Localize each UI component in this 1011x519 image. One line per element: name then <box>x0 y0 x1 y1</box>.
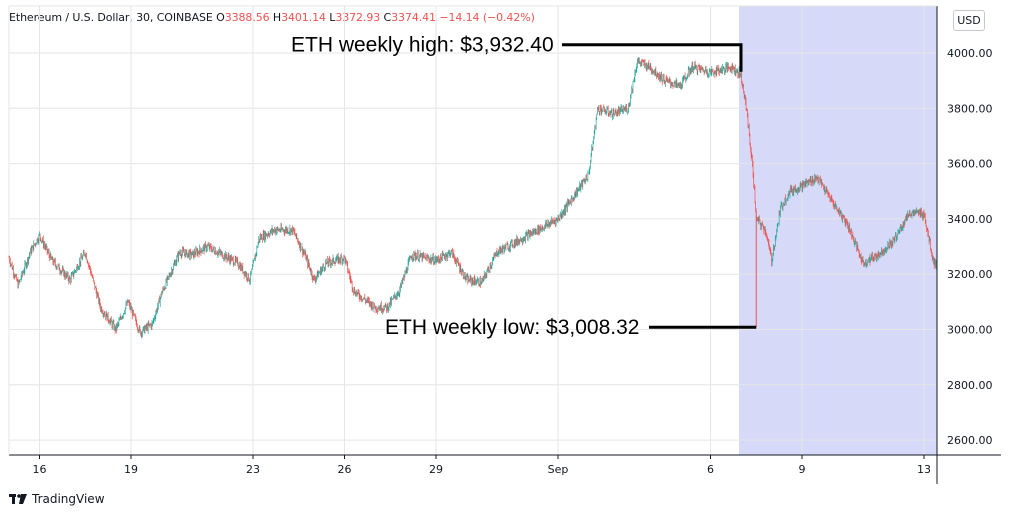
y-tick-label: 4000.00 <box>947 47 993 60</box>
highlight-region <box>739 6 937 455</box>
low-annotation-label: ETH weekly low: $3,008.32 <box>385 316 639 339</box>
y-tick-label: 2800.00 <box>947 379 993 392</box>
symbol-header: Ethereum / U.S. Dollar, 30, COINBASE O33… <box>9 11 535 24</box>
x-tick-label: Sep <box>548 463 569 476</box>
low-value: 3372.93 <box>335 11 381 24</box>
brand-name: TradingView <box>32 492 105 506</box>
tradingview-logo-icon <box>9 494 27 504</box>
y-tick-label: 2600.00 <box>947 434 993 447</box>
x-tick-label: 23 <box>246 463 260 476</box>
change-value: −14.14 (−0.42%) <box>439 11 535 24</box>
high-annotation-label: ETH weekly high: $3,932.40 <box>291 34 554 57</box>
y-tick-label: 3800.00 <box>947 102 993 115</box>
close-label: C <box>383 11 392 24</box>
open-value: 3388.56 <box>224 11 270 24</box>
symbol-title: Ethereum / U.S. Dollar, 30, COINBASE <box>9 11 213 24</box>
x-tick-label: 13 <box>917 463 931 476</box>
x-tick-label: 9 <box>799 463 806 476</box>
y-tick-label: 3200.00 <box>947 268 993 281</box>
close-value: 3374.41 <box>391 11 436 24</box>
x-tick-label: 26 <box>338 463 352 476</box>
y-tick-label: 3400.00 <box>947 213 993 226</box>
x-tick-label: 6 <box>707 463 714 476</box>
high-value: 3401.14 <box>281 11 326 24</box>
low-label: L <box>329 11 336 24</box>
x-tick-label: 16 <box>33 463 47 476</box>
currency-button[interactable]: USD <box>953 10 985 31</box>
y-tick-label: 3000.00 <box>947 324 993 337</box>
x-tick-label: 29 <box>429 463 443 476</box>
high-annotation-line <box>562 43 743 72</box>
high-label: H <box>272 11 282 24</box>
open-label: O <box>216 11 225 24</box>
x-tick-label: 19 <box>124 463 138 476</box>
tradingview-branding[interactable]: TradingView <box>9 492 105 506</box>
y-tick-label: 3600.00 <box>947 158 993 171</box>
